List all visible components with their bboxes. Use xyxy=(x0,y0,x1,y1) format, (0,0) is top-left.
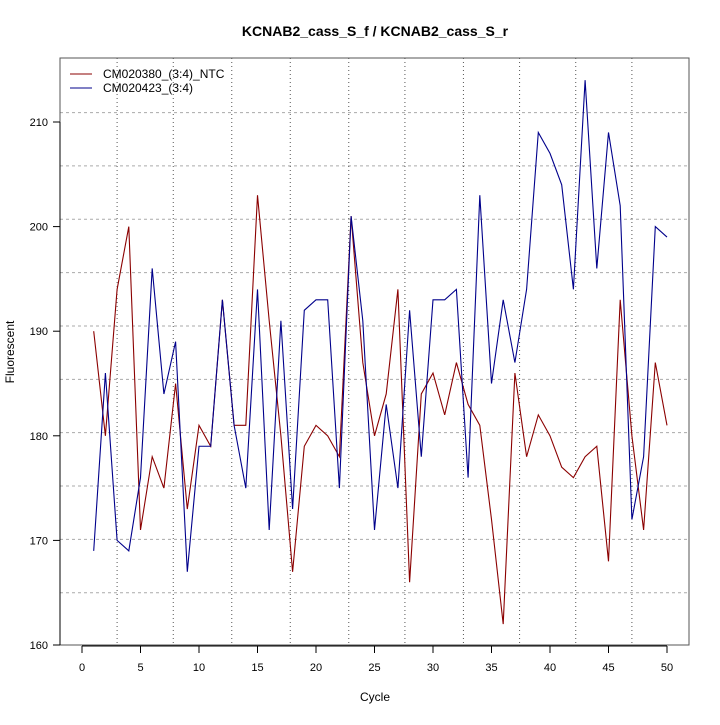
x-tick-label: 30 xyxy=(427,662,439,674)
y-tick-label: 170 xyxy=(30,535,48,547)
x-tick-label: 25 xyxy=(368,662,380,674)
y-tick-label: 190 xyxy=(30,326,48,338)
legend-label-ntc: CM020380_(3:4)_NTC xyxy=(103,67,225,81)
series-line-sample xyxy=(93,80,668,572)
x-tick-label: 35 xyxy=(485,662,497,674)
y-axis-label: Fluorescent xyxy=(3,320,17,383)
legend-label-sample: CM020423_(3:4) xyxy=(103,81,193,95)
legend: CM020380_(3:4)_NTC CM020423_(3:4) xyxy=(70,67,225,95)
x-axis: 0 5 10 15 20 25 30 35 40 45 50 xyxy=(79,645,673,674)
chart-title: KCNAB2_cass_S_f / KCNAB2_cass_S_r xyxy=(242,23,509,39)
y-tick-label: 160 xyxy=(30,640,48,652)
series-lines xyxy=(93,80,668,625)
series-line-ntc xyxy=(93,195,668,625)
x-tick-label: 20 xyxy=(310,662,322,674)
x-tick-label: 40 xyxy=(544,662,556,674)
y-tick-label: 210 xyxy=(30,117,48,129)
grid xyxy=(60,58,689,645)
x-axis-label: Cycle xyxy=(360,690,390,704)
y-axis: 160 170 180 190 200 210 xyxy=(30,117,61,652)
y-tick-label: 200 xyxy=(30,222,48,234)
x-tick-label: 0 xyxy=(79,662,85,674)
y-tick-label: 180 xyxy=(30,431,48,443)
x-tick-label: 45 xyxy=(602,662,614,674)
x-tick-label: 15 xyxy=(251,662,263,674)
x-tick-label: 50 xyxy=(661,662,673,674)
x-tick-label: 10 xyxy=(193,662,205,674)
x-tick-label: 5 xyxy=(137,662,143,674)
plot-box xyxy=(59,57,690,646)
